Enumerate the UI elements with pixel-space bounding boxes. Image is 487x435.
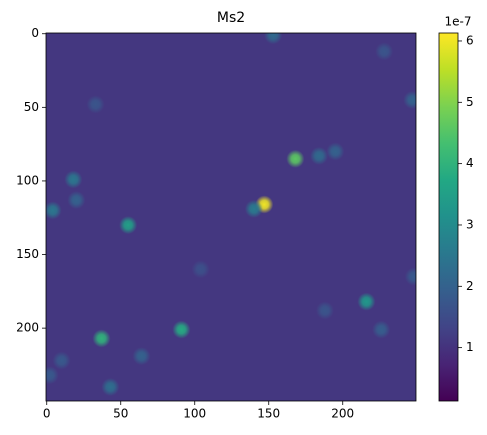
colorbar-tick-label: 2 — [466, 279, 474, 293]
spot — [326, 142, 345, 161]
colorbar-tick-label: 4 — [466, 156, 474, 170]
x-tick-label: 150 — [257, 407, 280, 421]
colorbar-offset: 1e-7 — [445, 15, 472, 29]
spot — [372, 320, 391, 339]
spot — [286, 149, 305, 168]
spot — [310, 146, 329, 165]
spot — [315, 301, 334, 320]
spot — [403, 90, 416, 109]
y-tick-label: 200 — [16, 321, 39, 335]
spot — [101, 378, 120, 397]
spot — [244, 199, 263, 218]
spot — [46, 201, 62, 220]
chart-title: Ms2 — [217, 10, 245, 26]
colorbar-tick-label: 6 — [466, 33, 474, 47]
x-tick-label: 200 — [331, 407, 354, 421]
image — [46, 33, 416, 401]
x-tick-label: 100 — [183, 407, 206, 421]
axes-frame — [45, 32, 417, 402]
spot — [46, 366, 59, 385]
spot — [86, 95, 105, 114]
spot — [64, 170, 83, 189]
spot — [67, 191, 86, 210]
colorbar-tick-label: 3 — [466, 217, 474, 231]
colorbar-tick-label: 1 — [466, 340, 474, 354]
x-tick-label: 0 — [43, 407, 51, 421]
spot — [172, 320, 191, 339]
spot — [119, 216, 138, 235]
y-tick-label: 100 — [16, 173, 39, 187]
spot — [357, 292, 376, 311]
spot — [132, 347, 151, 366]
spot — [375, 42, 394, 61]
colorbar-tick-label: 5 — [466, 95, 474, 109]
x-tick-label: 50 — [113, 407, 128, 421]
spot — [52, 351, 71, 370]
y-tick-label: 150 — [16, 247, 39, 261]
spot — [191, 260, 210, 279]
spot — [264, 33, 283, 45]
y-tick-label: 0 — [31, 26, 39, 40]
colorbar — [438, 32, 459, 402]
spot — [92, 329, 111, 348]
y-tick-label: 50 — [24, 100, 39, 114]
spot — [404, 267, 416, 286]
